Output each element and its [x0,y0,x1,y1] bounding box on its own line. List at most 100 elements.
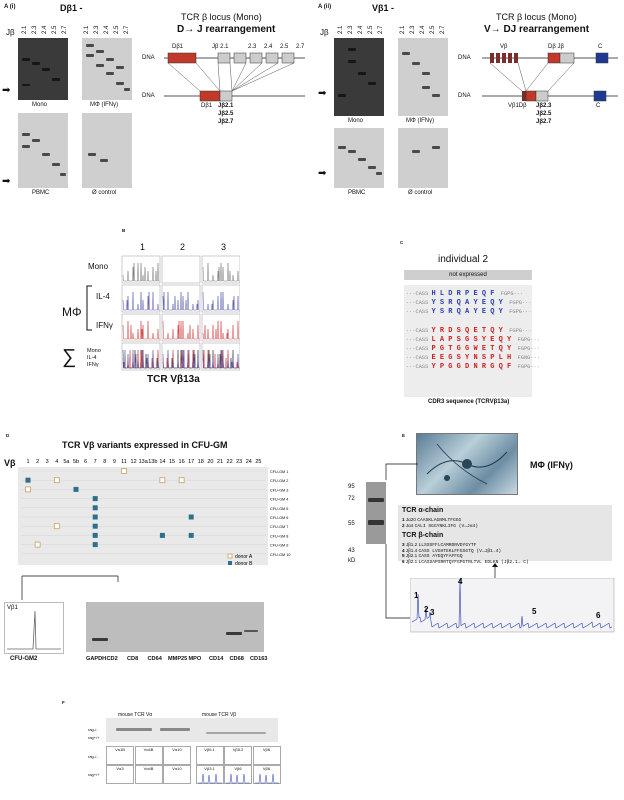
panel-b-mphi: MΦ [62,305,82,319]
panel-f-label: F [62,700,65,705]
vb-mark-donor-a [121,468,127,474]
marker-95: 95 [348,484,355,490]
cdr3-suffix: FGPG··· [511,337,540,343]
cdr3-row-red-2: ···CASS P G T G G W E T Q Y FGPG··· [406,345,540,353]
gel-lane-cd68: CD68 [229,656,244,662]
cdr3-row-red-4: ···CASS Y P G G D N R G Q F FGPG··· [406,363,540,371]
vb-col-5a: 5a [63,459,70,465]
vb-col-8: 8 [103,459,106,465]
cfu-row-label: CFU-GM 8 [270,534,288,538]
seq-j-segment: Jβ2.1 [405,553,419,559]
peak-label-1: 1 [414,591,419,600]
gel-lane-mpo: MPO [188,656,202,662]
cdr3-sequence: Y S R Q A Y E Q Y [431,299,503,307]
gel-control-dj [82,113,132,188]
panel-a1-title: Dβ1 - [60,3,83,13]
peak-label-3: 3 [430,608,435,617]
panel-a1-label: A (i) [4,4,16,10]
a2-lane-r-2.3: 2.3 [410,25,416,34]
panel-f-cell-label: Vα4B [143,766,154,771]
panel-f-cell: Vβ6 [224,765,252,784]
rearr-title-dj: D→ J rearrangement [177,24,276,35]
cdr3-suffix: FGPG··· [511,346,540,352]
gel-mphi-ifng-dj [82,38,132,100]
panel-f-cell-label: Vα10 [172,766,182,771]
vdj-bottom-vdj: Vβ1Dβ [508,103,527,109]
dj-seg-j-2-3: 2.3 [248,44,257,50]
panel-f-cell-label: Vα4B [143,747,154,752]
a2-lane-r-2.1: 2.1 [400,25,406,34]
spectratype-trace [122,262,160,282]
dj-seg-d: Dβ1 [172,44,184,50]
cdr3-suffix: FGPG··· [494,291,524,297]
dj-seg-j: Jβ 2.1 [212,44,229,50]
beta-row-6: 6 Jβ2.1 LCASSAPSRRTQYFGPGTRLTVL EDLKN (J… [402,559,529,565]
vb-mark-donor-a [53,477,60,484]
cdr3-sequence: L A P S G S Y E Q Y [431,336,512,344]
a1-lane-2.1: 2.1 [22,25,28,34]
a2-lane-r-2.5: 2.5 [430,25,436,34]
mphi-photo [416,433,518,495]
panel-b-col-1: 1 [140,242,146,252]
vb-col-24: 24 [246,459,252,465]
panel-b-row-ifng: IFNγ [96,321,113,330]
vb-mark-donor-a [53,523,60,530]
vb-mark-donor-b [73,486,79,492]
seq-text: LLSSSFFLCAMRDRVDYGYTF [418,543,477,548]
seq-number: 1 [402,517,406,522]
panel-f-cell: Vα10 [163,746,191,765]
a2-lane-r-2.4: 2.4 [420,25,426,34]
vb-mark-donor-b [92,532,98,538]
cdr3-sequence: Y R D S Q E T Q Y [431,327,503,335]
gel-label-mono: Mono [32,102,48,108]
seq-number: 6 [402,558,406,564]
panel-f-cell-trace [226,773,250,784]
vb-mark-donor-a [178,477,185,484]
marker-kd: kD [348,558,356,564]
panel-f-cell-label: Vβ6 [262,747,271,752]
cfu-row-label: CFU-GM 9 [270,544,288,548]
cdr3-suffix: FGNG··· [511,355,540,361]
panel-c-title: individual 2 [438,254,489,265]
legend-swatch [228,561,232,565]
panel-c-box [404,285,532,397]
cdr3-prefix: ···CASS [406,309,432,315]
peak-label-2: 2 [424,605,429,614]
panel-b-col-2: 2 [180,242,186,252]
peak-label-4: 4 [458,578,463,586]
vb-col-20: 20 [207,459,213,465]
vb-col-1: 1 [26,459,29,465]
a1-lane-r-2.3: 2.3 [94,25,100,34]
spectratype-trace [202,262,240,282]
panel-b-sigma-3: IFNγ [87,362,99,368]
panel-b-sigma: ∑ [62,346,77,368]
vb-col-16: 16 [179,459,185,465]
vb-col-11: 11 [121,459,127,465]
dj-seg-j-2-4: 2.4 [264,44,273,50]
a1-lane-2.7: 2.7 [62,25,68,34]
cdr3-row-red-1: ···CASS L A P S G S Y E Q Y FGPG··· [406,336,540,344]
alpha-row-2: 2 Jα4 CALI SGGYNKLIFG (V→Jα4) [402,523,478,529]
marker-43: 43 [348,548,355,554]
vdj-dna-top: DNA [458,55,471,61]
vb-col-5b: 5b [73,459,79,465]
gel-lane-cd64: CD64 [147,656,162,662]
a1-lane-r-2.5: 2.5 [114,25,120,34]
vb-col-13a: 13a [139,459,149,465]
panel-a1-jb-label: Jβ [6,28,15,37]
panel-e-connector [385,463,418,619]
panel-f-cell: Vα4B [134,765,163,784]
spectratype-trace [122,291,160,311]
vb-mark-donor-a [34,541,41,548]
arrow-mono-vdj-icon: ➡ [318,88,327,99]
vb-mark-donor-b [92,523,98,529]
panel-d-gel-lane-labels: GAPDH CD2 CD8 CD64 MMP25 MPO CD14 CD68 CD163 [86,656,272,666]
vb-col-6: 6 [84,459,87,465]
seq-text: CAASKLAGNMLTFGGG [417,518,462,523]
panel-a2-lane-labels-right: 2.1 2.3 2.4 2.5 2.7 [400,18,446,36]
cdr3-prefix: ···CASS [406,291,432,297]
gel-lane-cd14: CD14 [209,656,224,662]
panel-c-rows: ···CASS H L D R P E Q F FGPG··· ···CASS Y… [406,290,540,390]
spectratype-trace [202,349,240,369]
matrix-background [18,467,268,565]
